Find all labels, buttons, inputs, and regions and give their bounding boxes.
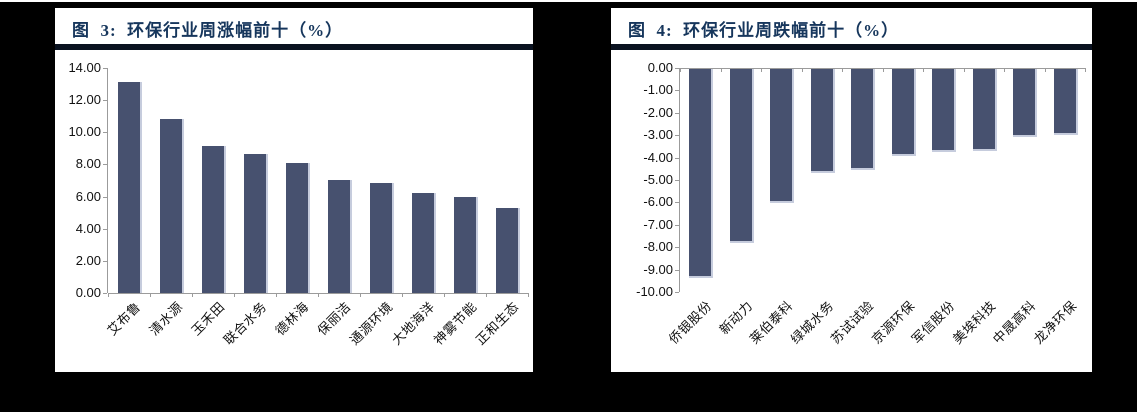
y-axis-label: 12.00 (68, 92, 101, 108)
bar (118, 82, 142, 293)
y-axis-tick (675, 112, 679, 114)
y-axis-tick (675, 157, 679, 159)
y-axis-label: 2.00 (75, 252, 101, 268)
bar (1013, 69, 1038, 138)
x-axis-tick (882, 68, 884, 72)
y-axis-label: -2.00 (643, 104, 673, 120)
x-axis-tick (923, 68, 924, 72)
figure-4-title: 图 4: 环保行业周跌幅前十（%） (628, 21, 900, 40)
x-axis-tick (528, 293, 529, 297)
y-axis-label: -7.00 (643, 216, 673, 232)
y-axis-label: -9.00 (643, 261, 673, 277)
x-axis-tick (108, 293, 109, 297)
x-axis-tick (963, 68, 965, 72)
figure-3-title-rule (55, 44, 533, 50)
bar (328, 179, 352, 293)
y-axis-label: 4.00 (75, 220, 101, 236)
bar (851, 69, 876, 170)
x-axis-tick (276, 293, 277, 297)
bar (729, 69, 754, 244)
bar (370, 182, 394, 293)
bar (972, 69, 997, 151)
y-axis-line (107, 68, 108, 293)
y-axis-label: 10.00 (68, 124, 101, 140)
bar (160, 118, 184, 293)
figure-4-panel: 图 4: 环保行业周跌幅前十（%） 0.00 -1.00 -2.00 -3.00 -4.… (611, 8, 1092, 372)
bar (412, 193, 436, 293)
y-axis-label: 0.00 (647, 60, 673, 75)
figure-3-bar-chart: 0.00 2.00 4.00 6.00 8.00 10.00 12.00 14.00 艾布鲁 清水… (55, 8, 533, 372)
bar (496, 207, 520, 293)
x-axis-tick (842, 68, 843, 72)
y-axis-tick (103, 132, 107, 134)
figure-4-bar-chart: 0.00 -1.00 -2.00 -3.00 -4.00 -5.00 -6.00 -7.00 -… (611, 8, 1092, 372)
y-axis-tick (103, 68, 107, 69)
x-axis-tick (150, 293, 151, 297)
y-axis-line (679, 68, 680, 292)
bar (244, 153, 268, 293)
y-axis-label: -1.00 (643, 82, 673, 98)
x-axis-tick (680, 68, 681, 72)
x-axis-tick (1085, 68, 1086, 72)
y-axis-tick (103, 196, 107, 198)
x-axis-tick (761, 68, 762, 72)
x-axis-tick (402, 293, 403, 297)
bar (202, 145, 226, 293)
y-axis-label: 8.00 (75, 156, 101, 172)
y-axis-tick (675, 247, 679, 249)
bar (891, 69, 916, 157)
x-axis-tick (192, 293, 193, 297)
x-axis-tick (1004, 68, 1005, 72)
figure-4-title-rule (611, 44, 1092, 50)
bar (286, 162, 310, 293)
x-axis-tick (801, 68, 803, 72)
figure-3-title: 图 3: 环保行业周涨幅前十（%） (72, 21, 344, 40)
bar (689, 69, 714, 279)
y-axis-tick (675, 292, 679, 293)
x-axis-tick (720, 68, 722, 72)
y-axis-tick (103, 260, 107, 262)
y-axis-label: -4.00 (643, 149, 673, 165)
x-axis-tick (234, 293, 235, 297)
y-axis-tick (675, 224, 679, 226)
y-axis-tick (103, 164, 107, 166)
bar (1053, 69, 1078, 135)
bar (932, 69, 957, 152)
y-axis-tick (675, 202, 679, 204)
y-axis-label: -3.00 (643, 127, 673, 143)
y-axis-tick (675, 135, 679, 137)
y-axis-label: -8.00 (643, 239, 673, 255)
y-axis-label: 0.00 (75, 285, 101, 300)
y-axis-tick (675, 68, 679, 69)
y-axis-tick (103, 293, 107, 294)
y-axis-tick (103, 228, 107, 230)
x-axis-tick (318, 293, 319, 297)
y-axis-label: -6.00 (643, 194, 673, 210)
y-axis-tick (675, 180, 679, 181)
x-axis-tick (360, 293, 361, 297)
y-axis-label: -10.00 (636, 284, 673, 299)
y-axis-tick (675, 90, 679, 92)
top-divider-line (0, 0, 1137, 2)
x-axis-tick (444, 293, 445, 297)
y-axis-label: -5.00 (643, 172, 673, 187)
y-axis-label: 14.00 (68, 60, 101, 75)
figure-3-panel: 图 3: 环保行业周涨幅前十（%） 0.00 2.00 4.00 6.00 8.00 10… (55, 8, 533, 372)
y-axis-tick (675, 269, 679, 271)
bar (810, 69, 835, 173)
x-axis-tick (486, 293, 487, 297)
y-axis-tick (103, 100, 107, 102)
bar (454, 196, 478, 293)
bar (770, 69, 795, 204)
x-axis-tick (1044, 68, 1046, 72)
y-axis-label: 6.00 (75, 188, 101, 204)
